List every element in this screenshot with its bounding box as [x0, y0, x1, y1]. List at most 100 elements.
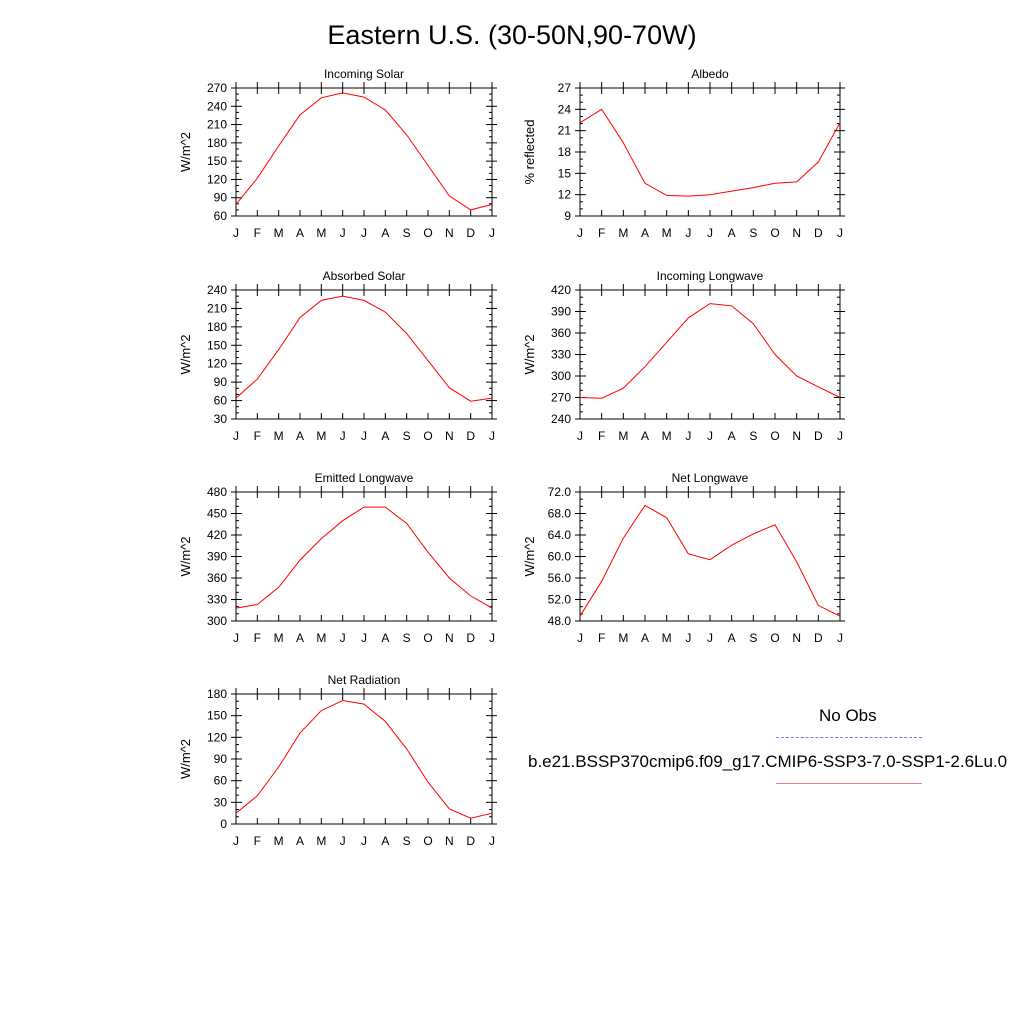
incoming-solar-xtick-label: S	[403, 226, 411, 240]
incoming-solar-title: Incoming Solar	[324, 67, 404, 81]
incoming-longwave-xtick-label: J	[685, 429, 691, 443]
net-radiation-ytick-label: 0	[220, 817, 227, 831]
absorbed-solar-xtick-label: A	[381, 429, 389, 443]
absorbed-solar-ytick-label: 180	[207, 320, 227, 334]
albedo-ytick-label: 9	[564, 209, 571, 223]
net-longwave-title: Net Longwave	[672, 471, 749, 485]
net-radiation-frame	[235, 693, 493, 825]
net-radiation-xtick-label: O	[423, 834, 432, 848]
net-radiation-xtick-label: A	[381, 834, 389, 848]
incoming-solar-xtick-label: M	[274, 226, 284, 240]
absorbed-solar-xtick-label: O	[423, 429, 432, 443]
incoming-solar-ytick-label: 90	[214, 191, 228, 205]
net-longwave-ytick-label: 52.0	[548, 593, 572, 607]
incoming-solar-ylabel: W/m^2	[178, 132, 193, 172]
albedo-xtick-label: A	[641, 226, 649, 240]
albedo-xtick-label: N	[792, 226, 801, 240]
albedo-xtick-label: A	[728, 226, 736, 240]
incoming-longwave-ytick-label: 360	[551, 326, 571, 340]
net-longwave-frame	[579, 491, 841, 622]
incoming-solar-ytick-label: 180	[207, 136, 227, 150]
incoming-longwave-ytick-label: 390	[551, 305, 571, 319]
albedo-xtick-label: O	[770, 226, 779, 240]
net-longwave-series-line	[579, 504, 841, 617]
incoming-longwave-ytick-label: 330	[551, 348, 571, 362]
net-radiation-xtick-label: F	[254, 834, 261, 848]
incoming-solar-xtick-label: J	[233, 226, 239, 240]
emitted-longwave-ytick-label: 360	[207, 571, 227, 585]
net-longwave-ytick-label: 60.0	[548, 550, 572, 564]
net-radiation-xtick-label: J	[233, 834, 239, 848]
absorbed-solar-xtick-label: J	[233, 429, 239, 443]
emitted-longwave-xtick-label: J	[233, 631, 239, 645]
net-longwave-ylabel: W/m^2	[522, 536, 537, 576]
albedo-ytick-label: 12	[558, 188, 572, 202]
absorbed-solar-ytick-label: 240	[207, 283, 227, 297]
net-radiation-xtick-label: J	[489, 834, 495, 848]
net-longwave-xtick-label: A	[641, 631, 649, 645]
net-radiation-xtick-label: J	[361, 834, 367, 848]
albedo-xtick-label: D	[814, 226, 823, 240]
incoming-longwave-xtick-label: S	[749, 429, 757, 443]
albedo-xtick-label: J	[837, 226, 843, 240]
absorbed-solar-xtick-label: J	[340, 429, 346, 443]
albedo-ytick-label: 27	[558, 81, 572, 95]
incoming-longwave-series-line	[579, 303, 841, 399]
net-longwave-ytick-label: 56.0	[548, 571, 572, 585]
albedo-ytick-label: 24	[558, 102, 572, 116]
incoming-solar-xtick-label: J	[361, 226, 367, 240]
absorbed-solar-xtick-label: N	[445, 429, 454, 443]
net-radiation-ytick-label: 120	[207, 730, 227, 744]
absorbed-solar-xtick-label: D	[466, 429, 475, 443]
net-longwave-ytick-label: 48.0	[548, 614, 572, 628]
albedo-ytick-label: 18	[558, 145, 572, 159]
incoming-longwave-xtick-label: A	[728, 429, 736, 443]
incoming-longwave-title: Incoming Longwave	[657, 269, 764, 283]
absorbed-solar-ytick-label: 90	[214, 375, 228, 389]
net-radiation-ytick-label: 90	[214, 752, 228, 766]
emitted-longwave-xtick-label: J	[489, 631, 495, 645]
incoming-longwave-xtick-label: M	[618, 429, 628, 443]
legend-obs-line	[776, 737, 922, 738]
emitted-longwave-xtick-label: D	[466, 631, 475, 645]
net-radiation-xtick-label: M	[316, 834, 326, 848]
albedo-xtick-label: M	[618, 226, 628, 240]
absorbed-solar-panel: Absorbed Solar W/m^2 30 60 90 120 150 180 210 240…	[178, 269, 497, 443]
net-radiation-xtick-label: J	[340, 834, 346, 848]
net-longwave-xtick-label: S	[749, 631, 757, 645]
absorbed-solar-xtick-label: M	[274, 429, 284, 443]
albedo-xtick-label: M	[662, 226, 672, 240]
legend-obs-label: No Obs	[819, 706, 877, 725]
emitted-longwave-xtick-label: N	[445, 631, 454, 645]
incoming-solar-ytick-label: 120	[207, 172, 227, 186]
albedo-ytick-label: 15	[558, 166, 572, 180]
emitted-longwave-ytick-label: 300	[207, 614, 227, 628]
emitted-longwave-xtick-label: S	[403, 631, 411, 645]
incoming-longwave-xtick-label: F	[598, 429, 605, 443]
incoming-solar-ytick-label: 150	[207, 154, 227, 168]
emitted-longwave-panel: Emitted Longwave W/m^2 300 330 360 390 420 450 4…	[178, 471, 497, 645]
net-longwave-xtick-label: D	[814, 631, 823, 645]
albedo-title: Albedo	[691, 67, 729, 81]
albedo-ylabel: % reflected	[522, 119, 537, 184]
incoming-longwave-ytick-label: 240	[551, 412, 571, 426]
absorbed-solar-xtick-label: A	[296, 429, 304, 443]
emitted-longwave-ytick-label: 420	[207, 528, 227, 542]
net-radiation-xtick-label: S	[403, 834, 411, 848]
incoming-longwave-ytick-label: 420	[551, 283, 571, 297]
legend-model-label: b.e21.BSSP370cmip6.f09_g17.CMIP6-SSP3-7.…	[528, 752, 1008, 771]
emitted-longwave-series-line	[235, 506, 493, 609]
net-radiation-ytick-label: 30	[214, 795, 228, 809]
emitted-longwave-frame	[235, 491, 493, 622]
incoming-longwave-ytick-label: 300	[551, 369, 571, 383]
net-longwave-ytick-label: 72.0	[548, 485, 572, 499]
net-longwave-xtick-label: J	[685, 631, 691, 645]
absorbed-solar-ytick-label: 150	[207, 338, 227, 352]
absorbed-solar-xtick-label: S	[403, 429, 411, 443]
absorbed-solar-ytick-label: 210	[207, 301, 227, 315]
emitted-longwave-ytick-label: 450	[207, 507, 227, 521]
incoming-solar-series-line	[235, 92, 493, 211]
emitted-longwave-ytick-label: 390	[207, 550, 227, 564]
